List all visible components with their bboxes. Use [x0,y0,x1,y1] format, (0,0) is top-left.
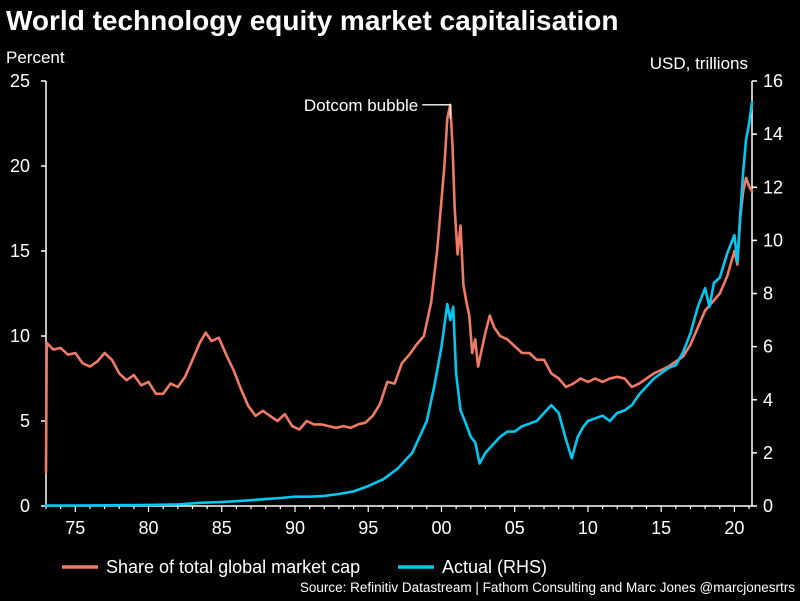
x-tick-label-9: 20 [724,518,744,538]
right-tick-label-2: 4 [763,390,773,410]
x-axis-ticks: 75 80 85 90 95 00 05 10 15 20 [45,506,750,538]
right-tick-label-3: 6 [763,337,773,357]
x-tick-label-4: 95 [358,518,378,538]
right-tick-label-4: 8 [763,284,773,304]
left-tick-label-4: 20 [10,156,30,176]
annotation-leader [422,104,451,119]
x-tick-label-7: 10 [578,518,598,538]
right-axis-unit: USD, trillions [650,54,748,73]
annotation-label: Dotcom bubble [304,96,418,115]
legend-label-share: Share of total global market cap [106,557,360,577]
left-axis-ticks: 0 5 10 15 20 25 [10,71,46,516]
axes [45,81,753,507]
chart-title: World technology equity market capitalis… [6,5,619,36]
left-tick-label-3: 15 [10,241,30,261]
left-tick-label-2: 10 [10,326,30,346]
series-line-1 [44,101,754,507]
left-tick-label-0: 0 [20,496,30,516]
x-tick-label-0: 75 [65,518,85,538]
legend-label-actual: Actual (RHS) [442,557,547,577]
x-tick-label-6: 05 [505,518,525,538]
left-tick-label-1: 5 [20,411,30,431]
right-tick-label-0: 0 [763,496,773,516]
x-tick-label-2: 85 [212,518,232,538]
right-tick-label-1: 2 [763,443,773,463]
source-note: Source: Refinitiv Datastream | Fathom Co… [300,580,795,595]
left-axis-unit: Percent [6,48,65,67]
annotation: Dotcom bubble [304,96,451,119]
x-tick-label-8: 15 [651,518,671,538]
x-tick-label-1: 80 [139,518,159,538]
right-tick-label-8: 16 [763,71,783,91]
left-tick-label-5: 25 [10,71,30,91]
legend: Share of total global market cap Actual … [62,557,547,577]
right-axis-ticks: 0 2 4 6 8 10 12 14 16 [752,71,783,516]
right-tick-label-6: 12 [763,177,783,197]
right-tick-label-7: 14 [763,124,783,144]
x-tick-label-5: 00 [431,518,451,538]
series-layer [44,101,754,507]
x-tick-label-3: 90 [285,518,305,538]
series-line-0 [44,103,754,474]
right-tick-label-5: 10 [763,230,783,250]
